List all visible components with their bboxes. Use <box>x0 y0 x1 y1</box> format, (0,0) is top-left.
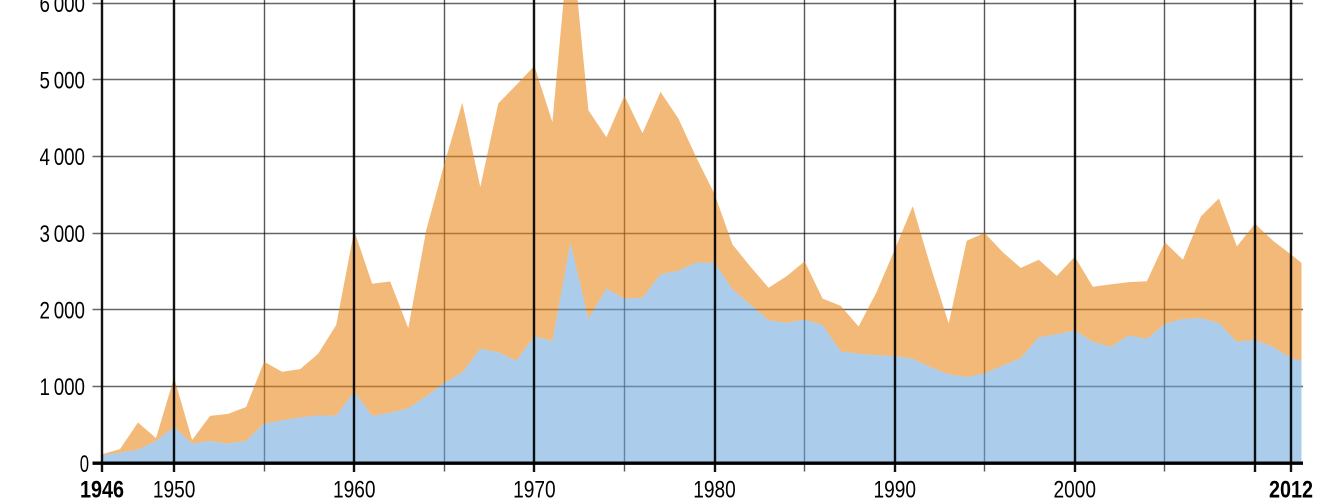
svg-text:1970: 1970 <box>513 477 556 500</box>
svg-text:1960: 1960 <box>333 477 376 500</box>
svg-text:1980: 1980 <box>693 477 736 500</box>
svg-text:1 000: 1 000 <box>40 374 86 401</box>
svg-text:2012: 2012 <box>1269 477 1313 500</box>
svg-text:4 000: 4 000 <box>40 144 86 171</box>
svg-text:1990: 1990 <box>873 477 916 500</box>
svg-text:1950: 1950 <box>153 477 196 500</box>
svg-text:2 000: 2 000 <box>40 298 86 325</box>
svg-text:0: 0 <box>80 451 89 478</box>
svg-text:2000: 2000 <box>1054 477 1097 500</box>
svg-text:3 000: 3 000 <box>40 221 86 248</box>
svg-text:6 000: 6 000 <box>40 0 86 18</box>
svg-text:1946: 1946 <box>80 477 124 500</box>
svg-text:5 000: 5 000 <box>40 68 86 95</box>
